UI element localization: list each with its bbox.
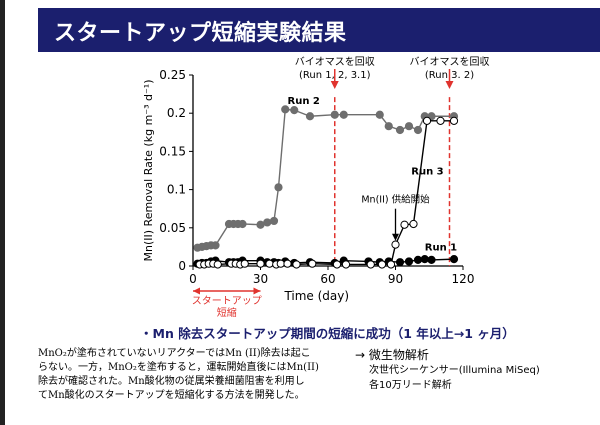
series-line-run-3	[199, 120, 454, 266]
x-axis-title: Time (day)	[283, 289, 349, 303]
data-point-run-3	[386, 260, 396, 269]
title-bar: スタートアップ短縮実験結果	[38, 8, 600, 52]
startup-bracket-right-head	[253, 287, 261, 295]
removal-rate-chart: 0 0.05 0.1 0.15 0.2 0.25 0 30 60 90 120 Time (day) M…	[142, 56, 490, 319]
x-tick-label: 120	[452, 272, 475, 286]
data-point-run-3	[449, 116, 459, 125]
data-point-run-2	[281, 105, 290, 114]
left-edge-bar	[0, 0, 5, 425]
y-axis-title: Mn(II) Removal Rate (kg m⁻³ d⁻¹)	[142, 80, 155, 262]
data-point-run-3	[292, 260, 301, 269]
x-tick-label: 60	[320, 272, 335, 286]
data-point-run-2	[305, 112, 315, 121]
data-point-run-1	[413, 255, 423, 264]
microbial-analysis-title: → 微生物解析	[355, 348, 429, 362]
data-point-run-2	[404, 122, 414, 131]
data-point-run-3	[436, 116, 445, 125]
slide-title: スタートアップ短縮実験結果	[54, 21, 347, 46]
y-tick-label: 0.2	[167, 106, 186, 120]
data-point-run-3	[366, 260, 375, 269]
biomass-annotation-text: バイオマスを回収	[410, 56, 490, 68]
description-line: 除去が確認された。Mn酸化物の従属栄養細菌阻害を利用し	[38, 376, 305, 387]
data-point-run-1	[420, 255, 429, 264]
data-point-run-2	[263, 218, 272, 227]
data-point-run-2	[339, 110, 348, 119]
biomass-arrow-head	[445, 81, 454, 89]
series-label: Run 3	[411, 166, 443, 177]
data-point-run-3	[332, 260, 342, 269]
y-tick-label: 0.1	[167, 183, 186, 197]
data-point-run-2	[330, 110, 339, 119]
startup-bracket-label: スタートアップ	[192, 295, 262, 307]
data-point-run-3	[256, 259, 265, 268]
data-point-run-2	[384, 122, 393, 131]
data-point-run-3	[240, 259, 249, 268]
biomass-annotation-text: バイオマスを回収	[295, 56, 375, 68]
startup-bracket-left-head	[193, 287, 200, 295]
data-point-run-1	[395, 258, 405, 267]
description-line: MnO₂が塗布されていないリアクターではMn (II)除去は起こ	[38, 348, 311, 359]
biomass-annotation-text: (Run 1, 2, 3.1)	[299, 70, 371, 81]
data-point-run-2	[269, 216, 279, 226]
data-point-run-2	[211, 241, 220, 250]
data-point-run-2	[238, 219, 247, 229]
y-tick-label: 0.05	[159, 221, 186, 235]
data-point-run-2	[256, 220, 265, 229]
data-point-run-3	[265, 259, 274, 268]
data-point-run-3	[377, 260, 387, 269]
microbial-analysis-block: → 微生物解析 次世代シーケンサー(Illumina MiSeq) 各10万リー…	[355, 347, 540, 393]
series-label: Run 2	[288, 96, 320, 107]
x-tick-label: 90	[388, 272, 403, 286]
data-point-run-1	[404, 257, 414, 266]
data-point-run-1	[427, 255, 436, 264]
series-label: Run 1	[425, 243, 457, 254]
x-tick-label: 0	[189, 272, 197, 286]
description-line: てMn酸化のスタートアップを短縮化する方法を開発した。	[38, 390, 305, 401]
x-tick-label: 30	[253, 272, 268, 286]
y-tick-label: 0.25	[159, 68, 186, 82]
data-point-run-3	[276, 259, 285, 268]
data-point-run-3	[391, 240, 400, 249]
y-tick-label: 0	[178, 259, 186, 273]
y-tick-label: 0.15	[159, 144, 186, 158]
data-point-run-2	[395, 125, 405, 135]
data-point-run-2	[274, 183, 283, 192]
data-point-run-3	[308, 259, 317, 268]
biomass-annotation-text: (Run 3. 2)	[425, 70, 474, 81]
data-point-run-3	[213, 260, 222, 269]
supply-start-label: Mn(II) 供給開始	[361, 194, 430, 206]
startup-bracket-label: 短縮	[217, 306, 237, 319]
headline-result: ・Mn 除去スタートアップ期間の短縮に成功（1 年以上→1 ヶ月）	[140, 326, 515, 341]
description-text: MnO₂が塗布されていないリアクターではMn (II)除去は起こ らない。一方，…	[38, 347, 343, 403]
description-line: らない。一方，MnO₂を塗布すると，運転開始直後にはMn(II)	[38, 362, 319, 373]
data-point-run-2	[375, 110, 384, 119]
data-point-run-1	[449, 255, 459, 264]
analysis-detail-line: 次世代シーケンサー(Illumina MiSeq)	[369, 365, 540, 376]
data-point-run-3	[400, 220, 409, 229]
data-point-run-2	[413, 125, 423, 135]
data-point-run-3	[409, 219, 418, 229]
data-point-run-3	[341, 260, 351, 269]
data-point-run-3	[422, 116, 432, 125]
data-point-run-3	[283, 259, 292, 268]
supply-start-arrow-head	[392, 233, 399, 241]
data-point-run-2	[290, 106, 299, 115]
biomass-arrow-head	[330, 81, 339, 89]
analysis-detail-line: 各10万リード解析	[369, 380, 452, 391]
